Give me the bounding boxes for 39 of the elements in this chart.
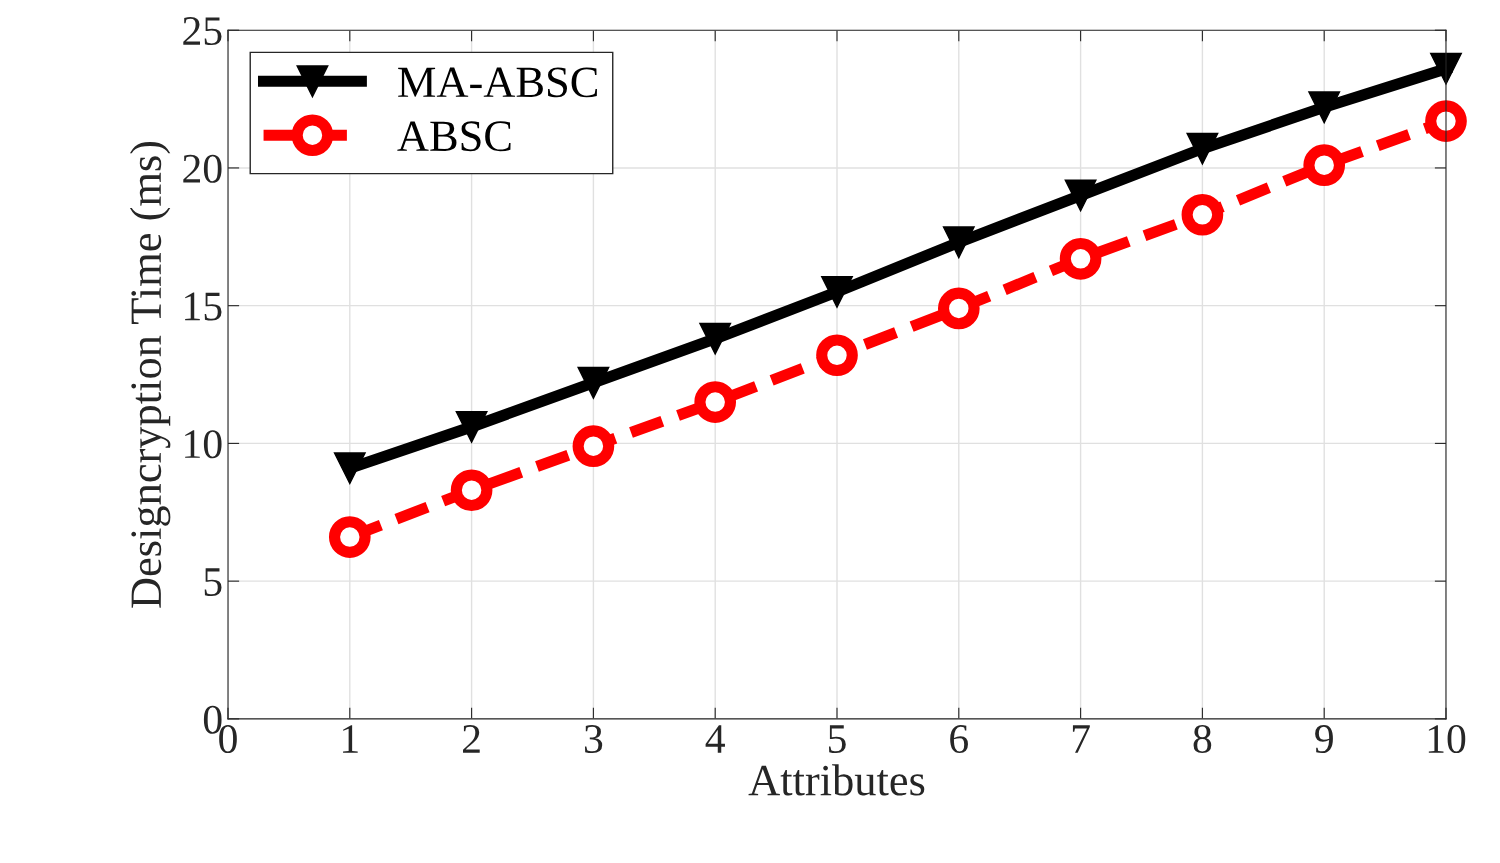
point xyxy=(694,381,737,423)
legend-label: MA-ABSC xyxy=(398,67,597,98)
point xyxy=(1308,91,1341,124)
point xyxy=(1181,193,1224,236)
point xyxy=(937,287,980,330)
point xyxy=(821,275,853,308)
y-tick-label: 5 xyxy=(204,568,222,597)
point xyxy=(1425,100,1467,142)
point xyxy=(1430,52,1462,85)
point xyxy=(577,366,610,399)
x-tick-label: 9 xyxy=(1315,725,1333,754)
point xyxy=(1186,132,1219,165)
y-tick-label: 20 xyxy=(183,154,222,183)
point xyxy=(699,322,732,355)
point xyxy=(572,425,615,467)
y-tick-label: 15 xyxy=(185,292,222,321)
point xyxy=(455,410,488,443)
y-tick-label: 25 xyxy=(183,17,222,46)
y-axis-title: Designcryption Time (ms) xyxy=(129,141,171,608)
point xyxy=(450,469,493,512)
point xyxy=(1064,179,1097,212)
point xyxy=(1059,238,1102,280)
x-tick-label: 3 xyxy=(584,725,603,754)
y-tick-label: 10 xyxy=(185,430,222,459)
x-tick-label: 5 xyxy=(829,725,846,754)
x-axis-title: Attributes xyxy=(748,764,925,796)
x-tick-label: 8 xyxy=(1193,724,1212,754)
point xyxy=(1303,144,1346,187)
x-tick-label: 4 xyxy=(705,725,725,753)
point xyxy=(333,452,366,485)
x-tick-label: 7 xyxy=(1072,725,1090,753)
x-tick-label: 10 xyxy=(1428,724,1466,754)
point xyxy=(942,226,975,259)
point xyxy=(816,334,858,377)
point xyxy=(328,516,371,558)
legend-label: ABSC xyxy=(397,121,511,152)
x-tick-label: 1 xyxy=(343,725,358,753)
x-tick-label: 6 xyxy=(950,725,968,754)
x-tick-label: 2 xyxy=(463,725,480,753)
